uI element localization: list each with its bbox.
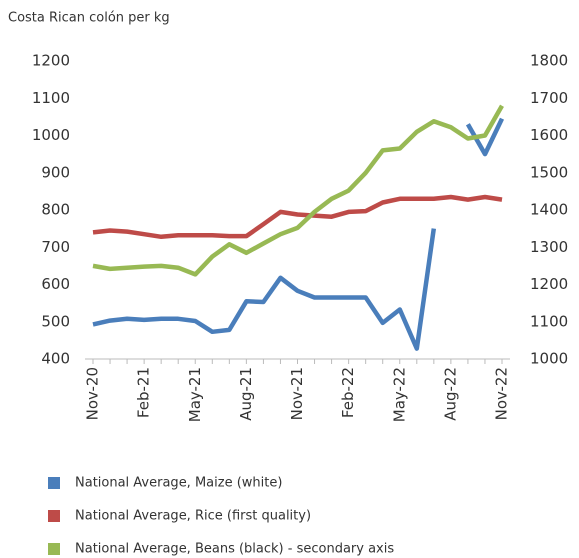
- legend-swatch: [48, 477, 60, 489]
- y-tick-label: 500: [41, 312, 70, 330]
- y2-tick-label: 1700: [530, 89, 568, 107]
- y2-tick-label: 1000: [530, 350, 568, 368]
- series-line: [92, 194, 503, 240]
- y2-tick-label: 1600: [530, 126, 568, 144]
- y-tick-label: 600: [41, 275, 70, 293]
- legend-swatch: [48, 543, 60, 555]
- x-tick-label: Nov-22: [493, 367, 511, 420]
- chart-title: Costa Rican colón per kg: [8, 11, 170, 26]
- legend-label: National Average, Beans (black) - second…: [75, 542, 394, 557]
- y-tick-label: 900: [41, 163, 70, 181]
- y-tick-label: 1200: [32, 52, 70, 70]
- y-tick-label: 1000: [32, 126, 70, 144]
- y2-tick-label: 1300: [530, 238, 568, 256]
- series-line: [92, 117, 505, 351]
- y2-tick-label: 1200: [530, 275, 568, 293]
- y-tick-label: 800: [41, 201, 70, 219]
- y2-tick-label: 1100: [530, 312, 568, 330]
- y2-tick-label: 1400: [530, 201, 568, 219]
- y2-tick-label: 1800: [530, 52, 568, 70]
- x-tick-label: May-21: [186, 367, 204, 422]
- x-tick-label: May-22: [390, 367, 408, 422]
- legend-label: National Average, Rice (first quality): [75, 509, 311, 524]
- legend-label: National Average, Maize (white): [75, 476, 282, 491]
- y-tick-label: 400: [41, 350, 70, 368]
- x-tick-label: Feb-21: [135, 367, 153, 418]
- y2-tick-label: 1500: [530, 163, 568, 181]
- series-line: [92, 104, 504, 277]
- x-tick-label: Nov-21: [288, 367, 306, 420]
- y-tick-label: 1100: [32, 89, 70, 107]
- x-tick-label: Feb-22: [339, 367, 357, 418]
- x-tick-label: Nov-20: [84, 367, 102, 420]
- x-tick-label: Aug-22: [441, 367, 459, 421]
- y-tick-label: 700: [41, 238, 70, 256]
- x-tick-label: Aug-21: [237, 367, 255, 421]
- legend-swatch: [48, 510, 60, 522]
